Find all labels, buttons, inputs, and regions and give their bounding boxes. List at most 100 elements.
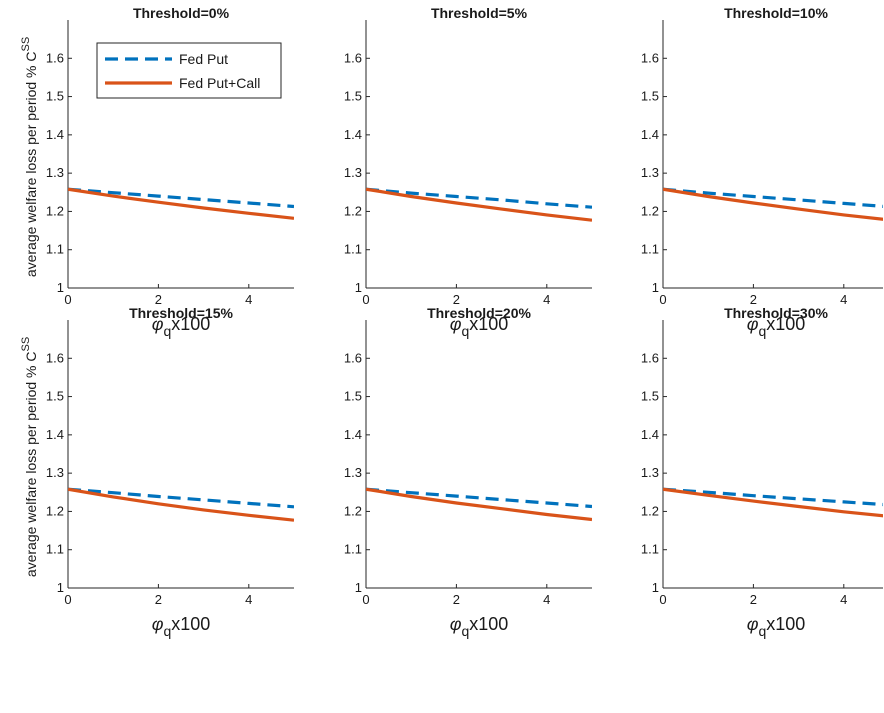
y-axis-label-superscript: SS xyxy=(20,337,32,352)
y-tick-label: 1.6 xyxy=(344,50,362,65)
x-axis-label-symbol: φ xyxy=(450,314,462,334)
y-tick-label: 1.5 xyxy=(344,389,362,404)
panel: 11.11.21.31.41.51.60 2 4Threshold=30%φqx10… xyxy=(641,305,883,639)
x-tick-label: 0 xyxy=(64,592,71,607)
y-tick-label: 1.6 xyxy=(46,350,64,365)
panel-title: Threshold=30% xyxy=(724,305,828,321)
x-tick-label: 0 xyxy=(64,292,71,307)
y-tick-label: 1 xyxy=(355,280,362,295)
legend: Fed Put Fed Put+Call xyxy=(96,42,282,99)
series-line-fed-put-call xyxy=(366,487,592,522)
y-tick-label: 1 xyxy=(652,280,659,295)
series-line-fed-put xyxy=(366,487,592,509)
series-line-fed-put xyxy=(68,187,294,209)
series-line-fed-put-call xyxy=(68,487,294,522)
legend-box xyxy=(96,42,282,99)
x-axis-label-suffix: x100 xyxy=(766,614,805,634)
x-tick-label: 2 xyxy=(453,592,460,607)
panel: 1 1.1 1.2 1.3 1.4 1.5 1.6 0 2 4 Threshold=5% φqx100 xyxy=(344,5,592,339)
x-tick-label: 0 xyxy=(659,592,666,607)
y-tick-label: 1.6 xyxy=(344,350,362,365)
y-tick-label: 1.2 xyxy=(46,503,64,518)
x-tick-label: 4 xyxy=(840,592,847,607)
legend-label: Fed Put xyxy=(179,51,228,67)
y-tick-label: 1.4 xyxy=(344,427,362,442)
y-tick-label: 1.1 xyxy=(344,542,362,557)
y-tick-label: 1.2 xyxy=(641,503,659,518)
y-tick-label: 1.4 xyxy=(641,427,659,442)
x-axis-label-subscript: q xyxy=(758,623,766,639)
y-tick-label: 1.6 xyxy=(641,50,659,65)
panel-title: Threshold=20% xyxy=(427,305,531,321)
series-line-fed-put xyxy=(663,187,883,208)
y-tick-label: 1.3 xyxy=(344,165,362,180)
x-tick-label: 4 xyxy=(245,292,252,307)
series-line-fed-put xyxy=(366,187,592,209)
series-line-fed-put-call xyxy=(68,187,294,220)
x-tick-label: 2 xyxy=(453,292,460,307)
x-axis-label-symbol: φ xyxy=(152,314,164,334)
series-line-fed-put xyxy=(663,487,883,507)
x-axis-label-suffix: x100 xyxy=(766,314,805,334)
x-axis-label-suffix: x100 xyxy=(171,314,210,334)
y-tick-label: 1.3 xyxy=(344,465,362,480)
y-tick-label: 1.5 xyxy=(46,389,64,404)
series-line-fed-put-call xyxy=(366,187,592,222)
x-axis-label-symbol: φ xyxy=(152,614,164,634)
y-tick-label: 1.5 xyxy=(641,89,659,104)
series-line-fed-put-call xyxy=(663,487,883,518)
panel: 1 1.1 1.2 1.3 1.4 1.5 1.6 0 2 4 Threshold=0% φqx100… xyxy=(46,5,294,339)
y-tick-label: 1.4 xyxy=(344,127,362,142)
y-tick-label: 1 xyxy=(355,580,362,595)
x-axis-label-subscript: q xyxy=(461,323,469,339)
panel-title: Threshold=15% xyxy=(129,305,233,321)
x-tick-label: 0 xyxy=(362,592,369,607)
y-tick-label: 1.3 xyxy=(641,465,659,480)
x-tick-label: 4 xyxy=(543,292,550,307)
y-tick-label: 1.5 xyxy=(641,389,659,404)
y-tick-label: 1.1 xyxy=(641,242,659,257)
x-axis-label: φqx100 xyxy=(450,314,509,339)
series-line-fed-put-call xyxy=(663,187,883,221)
panel: 1 1.1 1.2 1.3 1.4 1.5 1.6 0 2 4 Threshold=10% φqx10… xyxy=(641,5,883,339)
x-tick-label: 0 xyxy=(362,292,369,307)
y-axis-label: average welfare loss per period % CSS xyxy=(20,37,39,277)
x-axis-label: φqx100 xyxy=(152,314,211,339)
x-tick-label: 4 xyxy=(543,592,550,607)
legend-label: Fed Put+Call xyxy=(179,75,260,91)
y-tick-label: 1 xyxy=(57,580,64,595)
y-axis-label-superscript: SS xyxy=(20,37,32,52)
panel: 11.11.21.31.41.51.60 2 4Threshold=20%φqx10… xyxy=(344,305,592,639)
y-tick-label: 1 xyxy=(57,280,64,295)
y-axis-label-text: average welfare loss per period % C xyxy=(23,352,39,578)
y-tick-label: 1.5 xyxy=(46,89,64,104)
y-tick-label: 1.3 xyxy=(641,165,659,180)
panel-title: Threshold=10% xyxy=(724,5,828,21)
y-tick-label: 1.4 xyxy=(46,427,64,442)
y-tick-label: 1.1 xyxy=(46,242,64,257)
x-tick-label: 2 xyxy=(155,292,162,307)
x-tick-label: 4 xyxy=(840,292,847,307)
x-axis-label-subscript: q xyxy=(163,323,171,339)
panel-title: Threshold=5% xyxy=(431,5,528,21)
y-tick-label: 1.2 xyxy=(344,203,362,218)
y-tick-label: 1.6 xyxy=(46,50,64,65)
y-tick-label: 1.2 xyxy=(46,203,64,218)
y-tick-label: 1.4 xyxy=(641,127,659,142)
x-tick-label: 2 xyxy=(750,592,757,607)
x-axis-label: φqx100 xyxy=(747,614,806,639)
x-axis-label: φqx100 xyxy=(450,614,509,639)
y-tick-label: 1.3 xyxy=(46,465,64,480)
y-tick-label: 1.3 xyxy=(46,165,64,180)
x-axis-label-suffix: x100 xyxy=(469,314,508,334)
y-tick-label: 1 xyxy=(652,580,659,595)
y-tick-label: 1.2 xyxy=(344,503,362,518)
x-tick-label: 0 xyxy=(659,292,666,307)
y-axis-label-text: average welfare loss per period % C xyxy=(23,52,39,278)
y-tick-label: 1.2 xyxy=(641,203,659,218)
y-axis-label: average welfare loss per period % CSS xyxy=(20,337,39,577)
y-tick-label: 1.1 xyxy=(344,242,362,257)
panels: 11.11.21.31.41.51.60 2 4Threshold=0%φqx100… xyxy=(46,5,883,639)
panel-title: Threshold=0% xyxy=(133,5,230,21)
